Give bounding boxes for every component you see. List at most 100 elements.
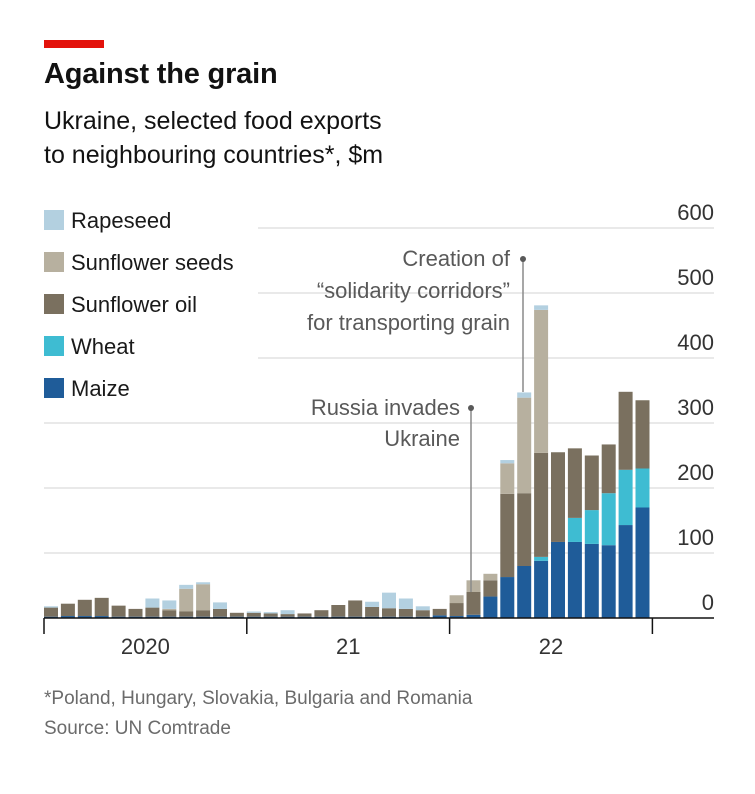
bar-segment-sunflower-oil [94, 597, 109, 617]
bar-segment-sunflower-oil [398, 608, 413, 617]
bar-segment-sunflower-oil [111, 605, 126, 617]
bar-segment-sunflower-oil [517, 493, 532, 566]
bar-segment-maize [517, 566, 532, 618]
bar-segment-rapeseed [415, 606, 430, 611]
bar-segment-wheat [601, 493, 616, 546]
bar-segment-maize [77, 616, 92, 618]
bar-segment-rapeseed [263, 612, 278, 614]
bar-segment-sunflower-seeds [500, 463, 515, 494]
bar-segment-maize [94, 616, 109, 618]
bar-segment-sunflower-oil [432, 608, 447, 616]
bar-segment-sunflower-oil [618, 391, 633, 470]
bar-segment-sunflower-oil [567, 448, 582, 518]
bar-segment-sunflower-oil [229, 612, 244, 617]
bar-segment-sunflower-oil [213, 608, 227, 617]
y-tick-label: 600 [677, 200, 714, 225]
legend-label: Rapeseed [71, 208, 171, 233]
bar-segment-sunflower-seeds [196, 584, 211, 611]
bar-segment-sunflower-oil [365, 606, 380, 617]
legend-swatch [44, 378, 64, 398]
x-tick-label: 21 [336, 634, 360, 659]
bar-segment-rapeseed [398, 598, 413, 609]
legend-label: Maize [71, 376, 130, 401]
bar-segment-sunflower-oil [551, 452, 565, 542]
annotation-text: Creation of [402, 246, 511, 271]
bar-segment-rapeseed [44, 606, 58, 608]
bar-segment-rapeseed [517, 392, 532, 398]
bar-segment-rapeseed [246, 611, 261, 613]
bar-segment-maize [466, 614, 481, 618]
y-tick-label: 0 [702, 590, 714, 615]
annotation-text: Russia invades [311, 395, 460, 420]
annotation-dot [520, 256, 526, 262]
bar-segment-sunflower-oil [179, 611, 194, 617]
bar-segment-sunflower-oil [246, 612, 261, 617]
bar-segment-sunflower-seeds [534, 309, 549, 453]
stacked-bar-chart: 0 100 200 300 400 500 600 2020 21 22 Rapeseed Sunfl… [43, 200, 714, 659]
bar-segment-sunflower-oil [449, 603, 464, 617]
bar-segment-wheat [534, 556, 549, 561]
subtitle-line-1: Ukraine, selected food exports [44, 107, 382, 135]
bar-segment-wheat [567, 517, 582, 542]
bar-segment-rapeseed [162, 600, 177, 609]
bar-segment-rapeseed [145, 598, 160, 608]
bar-segment-maize [534, 560, 549, 618]
bar-segment-maize [584, 543, 599, 618]
legend-label: Wheat [71, 334, 135, 359]
bar-segment-sunflower-seeds [483, 573, 498, 581]
bar-segment-sunflower-oil [314, 610, 329, 617]
bar-segment-maize [449, 616, 464, 618]
bar-segment-maize [601, 545, 616, 618]
bar-segment-sunflower-oil [534, 452, 549, 557]
x-tick-label: 2020 [121, 634, 170, 659]
annotation-dot [468, 405, 474, 411]
chart-title: Against the grain [44, 58, 278, 90]
bar-segment-maize [567, 541, 582, 618]
bar-segment-maize [500, 577, 515, 618]
bar-segment-wheat [584, 510, 599, 544]
y-tick-label: 200 [677, 460, 714, 485]
y-tick-label: 100 [677, 525, 714, 550]
bar-segment-rapeseed [179, 584, 194, 589]
bar-segment-maize [60, 616, 75, 618]
bar-segment-sunflower-oil [500, 493, 515, 578]
bar-segment-sunflower-oil [77, 599, 92, 617]
bar-segment-rapeseed [382, 592, 396, 609]
bar-segment-sunflower-oil [601, 444, 616, 494]
bar-segment-maize [432, 615, 447, 618]
legend-swatch [44, 294, 64, 314]
footnote-countries: *Poland, Hungary, Slovakia, Bulgaria and… [44, 688, 473, 709]
bar-segment-sunflower-seeds [162, 608, 177, 611]
legend-swatch [44, 336, 64, 356]
x-tick-label: 22 [539, 634, 563, 659]
bar-segment-rapeseed [534, 305, 549, 310]
subtitle-line-2: to neighbouring countries*, $m [44, 141, 384, 169]
bar-segment-wheat [635, 468, 650, 508]
bar-segment-wheat [618, 469, 633, 526]
bar-segment-sunflower-oil [128, 608, 143, 617]
bar-segment-sunflower-oil [415, 610, 430, 617]
bar-segment-sunflower-oil [162, 610, 177, 617]
brand-accent-bar [44, 40, 104, 48]
bar-segment-sunflower-oil [584, 455, 599, 511]
bar-segment-maize [635, 507, 650, 618]
bar-segment-sunflower-oil [331, 605, 346, 617]
bar-segment-sunflower-oil [382, 608, 396, 617]
bar-segment-sunflower-oil [635, 400, 650, 469]
bar-segment-sunflower-oil [297, 613, 312, 617]
legend-label: Sunflower seeds [71, 250, 234, 275]
bar-segment-maize [551, 541, 565, 618]
legend-swatch [44, 210, 64, 230]
bar-segment-sunflower-oil [44, 607, 58, 617]
bar-segment-sunflower-oil [466, 592, 481, 615]
bar-segment-sunflower-oil [263, 613, 278, 617]
source-note: Source: UN Comtrade [44, 718, 231, 739]
bar-segment-maize [618, 525, 633, 618]
bar-segment-sunflower-seeds [179, 588, 194, 612]
y-tick-label: 400 [677, 330, 714, 355]
bar-segment-sunflower-oil [483, 580, 498, 597]
y-tick-label: 500 [677, 265, 714, 290]
chart-subtitle: Ukraine, selected food exports to neighb… [44, 104, 644, 172]
bar-segment-sunflower-oil [280, 614, 295, 617]
y-tick-label: 300 [677, 395, 714, 420]
